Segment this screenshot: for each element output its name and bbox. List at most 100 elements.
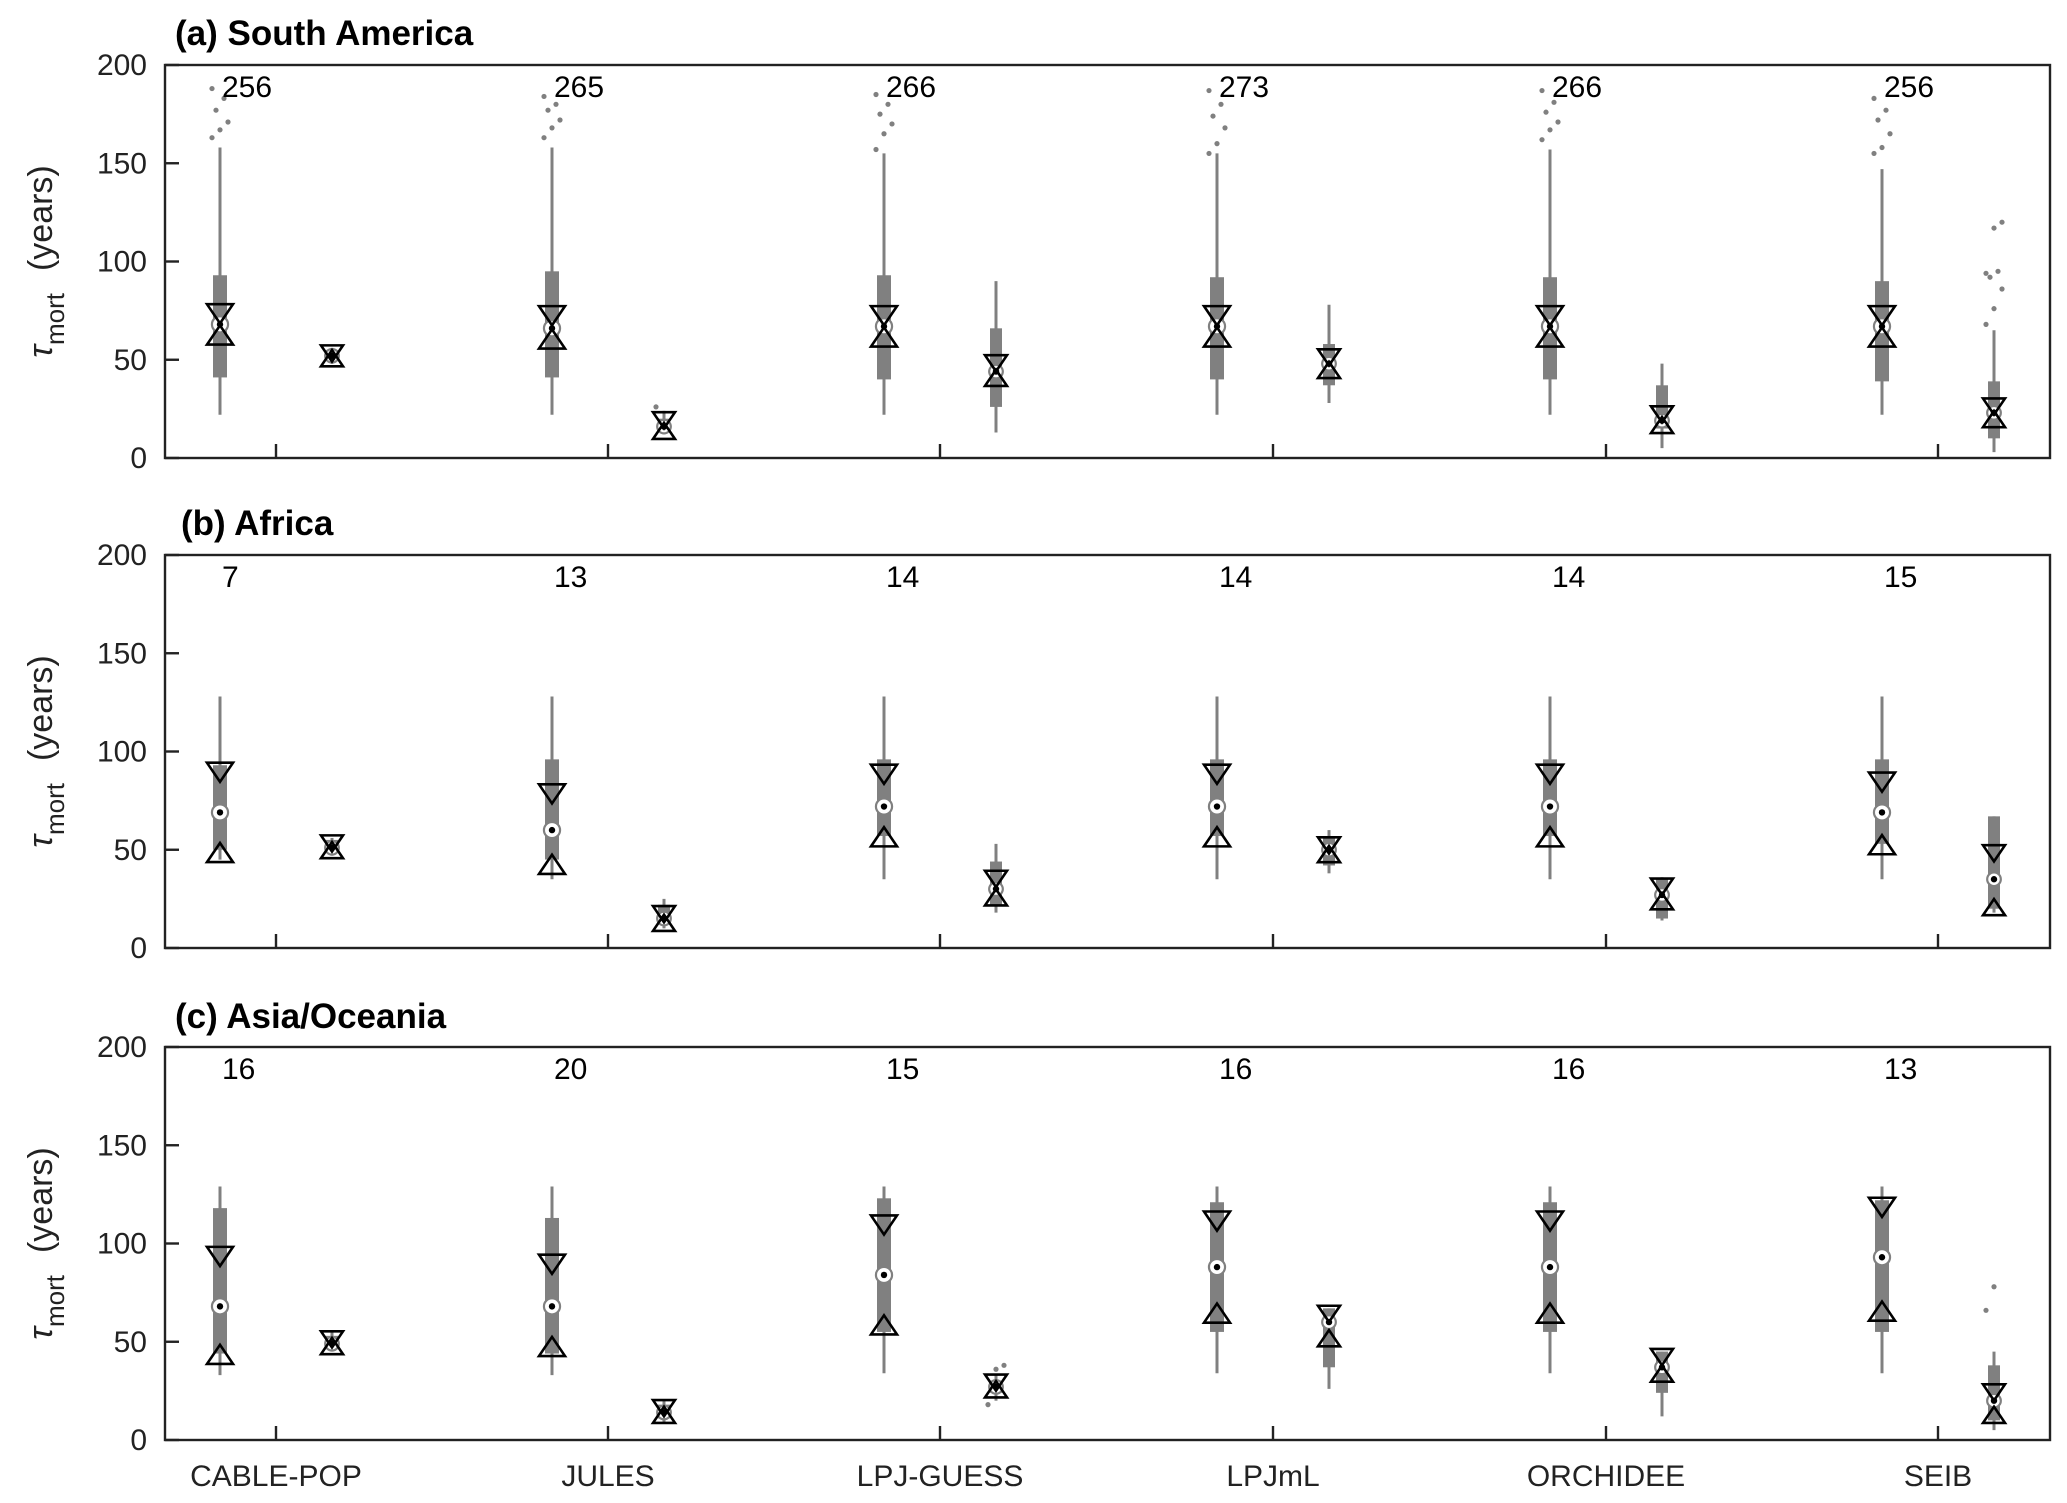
model-group-ORCHIDEE: 266 — [1534, 71, 1676, 449]
secondary-outlier — [1999, 219, 2005, 225]
sample-count-label: 15 — [1884, 561, 1917, 594]
secondary-outlier — [1987, 274, 1993, 280]
primary-lower-marker — [868, 325, 900, 348]
primary-outlier — [1214, 141, 1220, 147]
primary-outlier — [541, 135, 547, 141]
plot-frame — [163, 553, 2052, 950]
sample-count-label: 266 — [1552, 71, 1602, 104]
y-axis-unit: (years) — [22, 655, 60, 761]
secondary-lower-marker — [982, 367, 1010, 388]
primary-outlier — [1539, 137, 1545, 143]
secondary-lower-marker — [1315, 843, 1343, 864]
secondary-outlier — [1983, 321, 1989, 327]
secondary-lower-marker — [1980, 896, 2008, 917]
secondary-median-dot — [1990, 876, 1998, 883]
primary-median-dot — [1546, 1263, 1554, 1271]
primary-lower-marker — [204, 1342, 236, 1366]
primary-outlier — [1206, 150, 1212, 157]
primary-outlier — [1871, 95, 1877, 102]
primary-outlier — [1206, 87, 1212, 94]
primary-median-dot — [1878, 1254, 1886, 1261]
secondary-lower-marker — [318, 839, 346, 860]
primary-upper-marker — [868, 304, 900, 328]
primary-median-dot — [1546, 803, 1554, 810]
primary-iqr-box — [545, 1217, 559, 1354]
model-group-SEIB: 13 — [1866, 1053, 2008, 1431]
y-axis-subscript: mort — [40, 1274, 70, 1327]
primary-upper-marker — [536, 783, 568, 806]
panel-title: (a) South America — [175, 14, 474, 53]
x-axis-labels: CABLE-POP JULES LPJ-GUESS LPJmL ORCHIDEE SEIB — [190, 1460, 1972, 1493]
y-tick-label: 200 — [97, 49, 147, 82]
secondary-upper-marker — [1980, 397, 2008, 417]
secondary-upper-marker — [650, 904, 678, 925]
secondary-upper-marker — [982, 1373, 1010, 1394]
primary-iqr-box — [1875, 759, 1889, 844]
primary-median-dot — [548, 826, 556, 834]
secondary-upper-marker — [982, 869, 1010, 890]
y-axis-symbol: τ — [22, 1325, 60, 1340]
primary-lower-marker — [536, 852, 568, 876]
primary-outlier — [873, 146, 879, 153]
primary-outlier — [1871, 150, 1877, 157]
x-category-label: ORCHIDEE — [1527, 1460, 1685, 1493]
primary-outlier — [1887, 131, 1893, 137]
secondary-outlier — [1999, 286, 2005, 292]
secondary-upper-marker — [1980, 1383, 2008, 1403]
primary-outlier — [225, 119, 231, 125]
primary-lower-marker — [1866, 832, 1898, 856]
model-group-JULES: 265 — [536, 71, 678, 441]
y-axis-symbol: τ — [22, 833, 60, 848]
primary-outlier — [877, 111, 883, 117]
primary-median-dot — [1213, 1263, 1221, 1271]
sample-count-label: 13 — [554, 561, 587, 594]
primary-upper-marker — [1534, 304, 1566, 328]
primary-upper-marker — [536, 304, 568, 328]
primary-median-dot — [1878, 809, 1886, 816]
sample-count-label: 7 — [222, 561, 239, 594]
panels: (a) South America050100150200τmort(years… — [22, 14, 2052, 1457]
primary-median-dot — [1213, 803, 1221, 810]
y-tick-label: 0 — [130, 932, 147, 965]
secondary-outlier — [1983, 1307, 1989, 1313]
y-tick-label: 50 — [114, 1326, 147, 1359]
primary-outlier — [1543, 109, 1549, 115]
panel-title: (b) Africa — [181, 504, 334, 543]
secondary-lower-marker — [982, 886, 1010, 907]
sample-count-label: 256 — [222, 71, 272, 104]
primary-outlier — [209, 85, 215, 92]
primary-upper-marker — [204, 1245, 236, 1269]
primary-upper-marker — [536, 1253, 568, 1277]
primary-outlier — [545, 107, 551, 113]
secondary-lower-marker — [1648, 414, 1676, 435]
primary-outlier — [1555, 119, 1561, 125]
y-tick-label: 100 — [97, 736, 147, 769]
panel-0: (a) South America 0 50 100 150 200 τmort (years… — [22, 14, 2052, 475]
plot-frame — [163, 63, 2052, 460]
primary-upper-marker — [1201, 763, 1233, 787]
primary-outlier — [889, 121, 895, 127]
secondary-upper-marker — [1315, 1304, 1343, 1325]
x-category-label: LPJ-GUESS — [857, 1460, 1024, 1493]
secondary-lower-marker — [1648, 1363, 1676, 1383]
sample-count-label: 14 — [1552, 561, 1585, 594]
primary-outlier — [541, 93, 547, 100]
secondary-upper-marker — [318, 344, 346, 364]
model-group-LPJ-GUESS: 15 — [868, 1053, 1010, 1408]
primary-median-dot — [880, 803, 888, 810]
panel-2: (c) Asia/Oceania 0 50 100 150 200 τmort (years)… — [22, 997, 2052, 1457]
model-group-LPJ-GUESS: 14 — [868, 561, 1010, 913]
panel-title: (c) Asia/Oceania — [175, 997, 447, 1036]
secondary-outlier — [1001, 1362, 1007, 1368]
primary-upper-marker — [868, 1214, 900, 1237]
model-group-ORCHIDEE: 14 — [1534, 561, 1676, 921]
secondary-upper-marker — [1648, 877, 1676, 898]
primary-median-dot — [880, 1271, 888, 1279]
secondary-upper-marker — [1648, 404, 1676, 425]
primary-upper-marker — [1534, 1210, 1566, 1233]
y-axis-label: τmort (years) — [22, 165, 70, 358]
primary-upper-marker — [1866, 771, 1898, 795]
primary-upper-marker — [1866, 1196, 1898, 1220]
primary-median-dot — [216, 1303, 224, 1310]
model-group-LPJmL: 14 — [1201, 561, 1343, 880]
